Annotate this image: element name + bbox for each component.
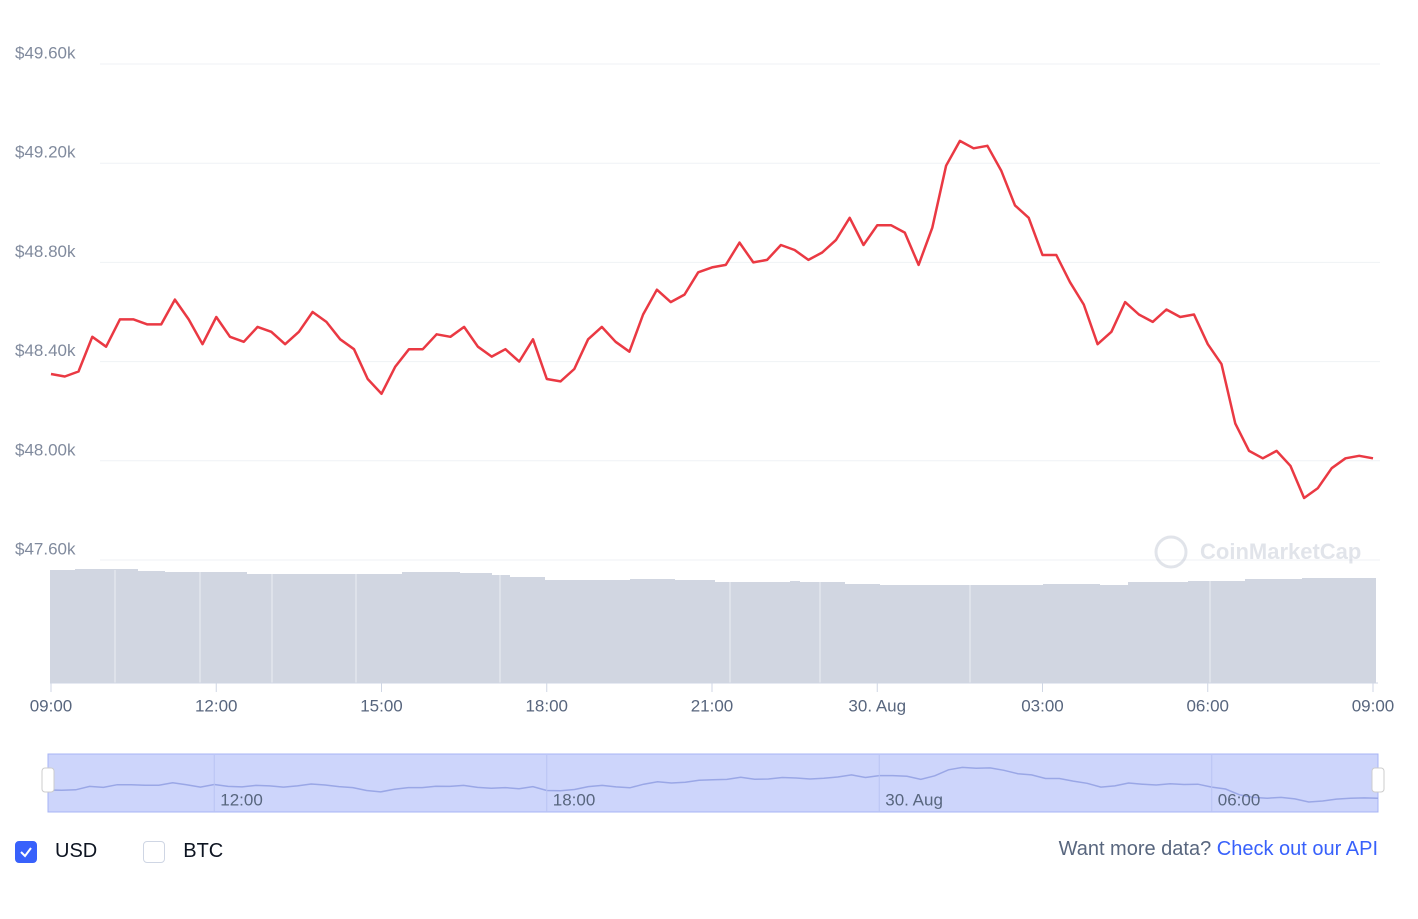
navigator: 12:00 18:00 30. Aug 06:00 (47, 755, 1379, 812)
api-link[interactable]: Check out our API (1216, 838, 1378, 860)
x-tick-label: 06:00 (1186, 696, 1229, 715)
x-tick-label: 18:00 (525, 696, 568, 715)
navigator-window[interactable] (47, 753, 1379, 813)
y-tick-label: $48.00k (15, 440, 76, 459)
navigator-label: 12:00 (220, 790, 263, 809)
navigator-handle[interactable] (41, 767, 55, 793)
watermark-logo (1154, 535, 1188, 569)
checkbox[interactable] (15, 840, 37, 863)
currency-toggle[interactable]: BTC (143, 840, 223, 863)
api-note: Want more data? Check out our API (1059, 838, 1378, 861)
currency-toggle[interactable]: USD (15, 840, 97, 863)
navigator-handle[interactable] (1371, 767, 1385, 793)
x-tick-label: 21:00 (691, 696, 734, 715)
y-tick-label: $48.80k (15, 242, 76, 261)
navigator-line (47, 766, 1379, 803)
check-icon (20, 846, 32, 858)
navigator-label: 30. Aug (885, 790, 943, 809)
navigator-label: 18:00 (553, 790, 596, 809)
navigator-label: 06:00 (1218, 790, 1261, 809)
volume-dividers (114, 570, 1211, 683)
x-tick-label: 12:00 (195, 696, 238, 715)
api-prompt: Want more data? (1058, 838, 1212, 860)
x-tick-label: 15:00 (360, 696, 403, 715)
y-tick-label: $49.20k (15, 143, 76, 162)
x-tick-label: 30. Aug (848, 696, 906, 715)
y-tick-label: $47.60k (15, 539, 76, 558)
check-mark (20, 846, 32, 858)
controls: USD BTC (15, 840, 223, 863)
y-tick-label: $48.40k (15, 341, 76, 360)
volume-area (50, 569, 1376, 683)
currency-label: BTC (183, 840, 224, 862)
watermark: CoinMarketCap (1154, 535, 1361, 569)
watermark-text: CoinMarketCap (1200, 539, 1361, 564)
x-tick-label: 03:00 (1021, 696, 1064, 715)
x-tick-label: 09:00 (1352, 696, 1395, 715)
currency-label: USD (55, 840, 98, 862)
checkbox[interactable] (143, 840, 166, 863)
price-line (50, 139, 1374, 500)
y-tick-label: $49.60k (15, 43, 76, 62)
x-tick-label: 09:00 (30, 696, 73, 715)
